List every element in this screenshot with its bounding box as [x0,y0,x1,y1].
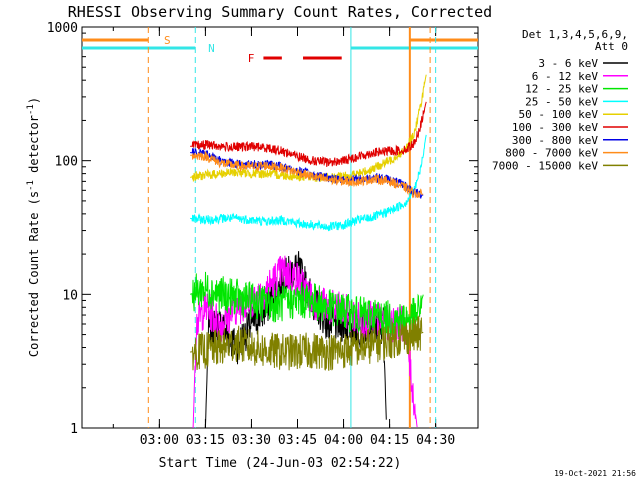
y-tick-label: 1 [70,422,78,437]
y-tick-label: 100 [55,155,78,170]
legend-entry-label: 6 - 12 keV [532,70,599,83]
generated-timestamp: 19-Oct-2021 21:56 [554,469,636,478]
legend-entry-label: 100 - 300 keV [512,121,598,134]
legend-header: Det 1,3,4,5,6,9, [522,28,628,41]
chart-title: RHESSI Observing Summary Count Rates, Co… [68,3,492,21]
series-line [190,134,427,232]
x-tick-label: 03:30 [232,433,271,448]
x-tick-label: 03:45 [278,433,317,448]
x-tick-label: 03:00 [140,433,179,448]
series-line [189,271,424,338]
legend-header: Att 0 [595,40,628,53]
plot-area: 1 10 100 1000 03:00 03:15 03:30 03:45 04:00 04:15… [47,21,479,448]
flag-label: F [248,52,255,65]
y-tick-label: 10 [62,288,78,303]
x-tick-label: 03:15 [186,433,225,448]
plot-frame [81,26,479,429]
x-tick-label: 04:00 [324,433,363,448]
legend-entry-label: 300 - 800 keV [512,134,598,147]
legend-entry-label: 7000 - 15000 keV [492,159,598,172]
legend-entry-label: 25 - 50 keV [525,95,598,108]
flag-label: S [164,34,171,47]
legend-entry-label: 800 - 7000 keV [505,147,598,160]
flag-label: N [208,42,215,55]
legend-entry-label: 12 - 25 keV [525,83,598,96]
x-tick-label: 04:30 [416,433,455,448]
x-tick-label: 04:15 [370,433,409,448]
series-line [190,101,427,167]
y-tick-label: 1000 [47,21,78,36]
legend-entry-label: 50 - 100 keV [519,108,599,121]
series-line [189,150,424,199]
series-line [189,315,424,371]
y-axis-label: Corrected Count Rate (s-1 detector-1) [26,97,41,357]
legend-entry-label: 3 - 6 keV [538,57,598,70]
x-axis-label: Start Time (24-Jun-03 02:54:22) [159,456,402,471]
